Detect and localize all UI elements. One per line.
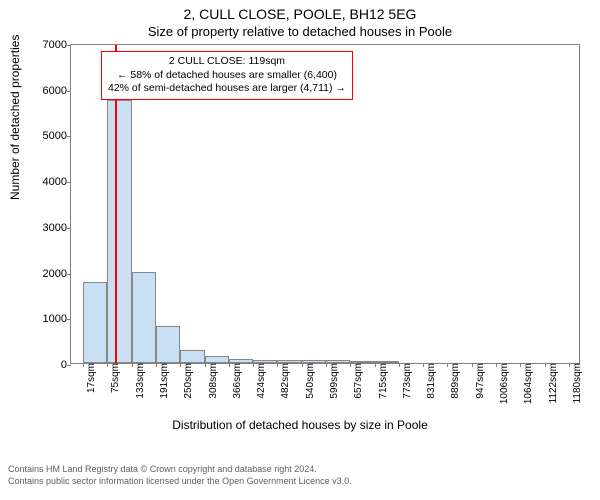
x-tick-label: 133sqm [134,363,146,413]
annotation-line: ← 58% of detached houses are smaller (6,… [108,69,346,83]
x-tick-label: 1122sqm [547,363,559,413]
x-tick-label: 17sqm [85,363,97,413]
x-tick-label: 308sqm [207,363,219,413]
histogram-bar [132,272,156,363]
histogram-bar [277,360,301,363]
histogram-bar [83,282,107,363]
x-tick-label: 889sqm [449,363,461,413]
x-tick-label: 773sqm [401,363,413,413]
histogram-bar [107,100,131,363]
footer-line-1: Contains HM Land Registry data © Crown c… [8,464,592,476]
histogram-bar [229,359,253,363]
x-tick-label: 424sqm [255,363,267,413]
histogram-chart: 2, CULL CLOSE, POOLE, BH12 5EG Size of p… [0,0,600,460]
x-tick-label: 715sqm [377,363,389,413]
histogram-bar [253,360,277,363]
x-tick-label: 191sqm [158,363,170,413]
y-axis-label: Number of detached properties [8,35,22,200]
annotation-box: 2 CULL CLOSE: 119sqm← 58% of detached ho… [101,51,353,100]
annotation-line: 2 CULL CLOSE: 119sqm [108,55,346,69]
histogram-bar [302,360,326,363]
annotation-line: 42% of semi-detached houses are larger (… [108,82,346,96]
x-tick-label: 540sqm [304,363,316,413]
x-axis-label: Distribution of detached houses by size … [0,418,600,432]
histogram-bar [205,356,229,363]
x-tick-label: 250sqm [182,363,194,413]
histogram-bar [180,350,204,363]
x-tick-label: 1006sqm [498,363,510,413]
x-tick-label: 482sqm [279,363,291,413]
x-tick-label: 599sqm [328,363,340,413]
chart-title-sub: Size of property relative to detached ho… [0,22,600,43]
x-tick-label: 366sqm [231,363,243,413]
x-tick-label: 1064sqm [522,363,534,413]
x-tick-label: 75sqm [109,363,121,413]
footer-line-2: Contains public sector information licen… [8,476,592,488]
x-tick-label: 947sqm [474,363,486,413]
histogram-bar [375,361,399,363]
x-tick-label: 657sqm [352,363,364,413]
x-tick-label: 831sqm [425,363,437,413]
footer-attribution: Contains HM Land Registry data © Crown c… [0,460,600,491]
chart-title-main: 2, CULL CLOSE, POOLE, BH12 5EG [0,0,600,22]
histogram-bar [156,326,180,363]
histogram-bar [350,361,374,363]
x-tick-label: 1180sqm [571,363,583,413]
plot-area: 0100020003000400050006000700017sqm75sqm1… [70,44,580,364]
histogram-bar [326,360,350,363]
